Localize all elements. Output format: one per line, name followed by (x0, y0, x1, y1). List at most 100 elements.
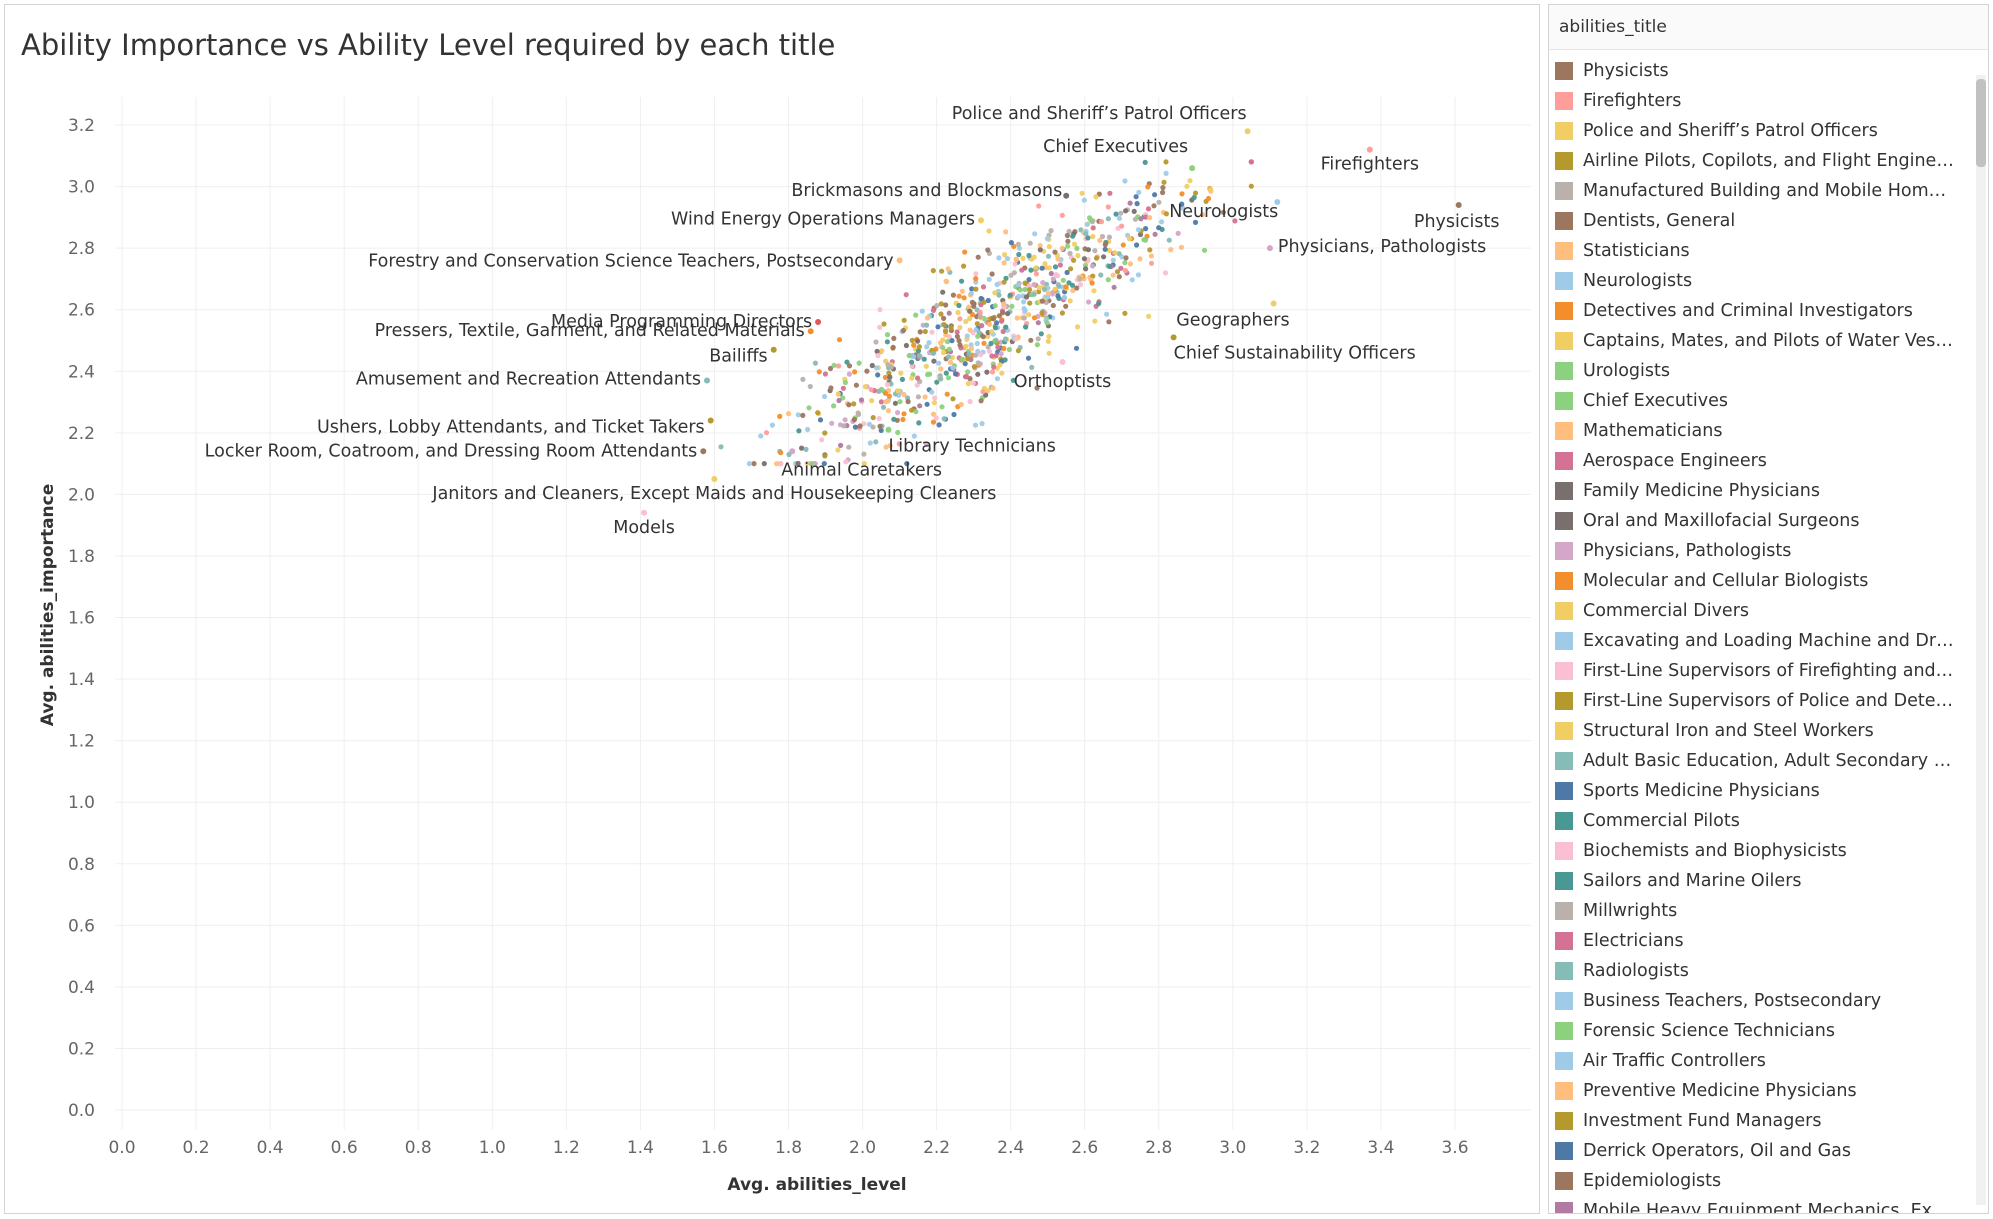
scatter-point[interactable] (800, 412, 806, 418)
legend-item[interactable]: Sailors and Marine Oilers (1549, 866, 1988, 896)
scatter-point[interactable] (786, 411, 792, 417)
scatter-point[interactable] (1013, 256, 1020, 263)
scatter-point[interactable] (993, 337, 999, 343)
scatter-point[interactable] (1110, 257, 1116, 263)
scatter-point[interactable] (961, 295, 967, 301)
scatter-point[interactable] (909, 407, 915, 413)
scatter-point[interactable] (975, 348, 981, 354)
labeled-point[interactable] (1274, 199, 1281, 205)
scatter-point[interactable] (1042, 286, 1048, 292)
scatter-point[interactable] (1145, 184, 1151, 190)
scatter-point[interactable] (1175, 230, 1181, 236)
scatter-point[interactable] (922, 394, 928, 400)
scatter-point[interactable] (975, 254, 981, 260)
scatter-point[interactable] (962, 361, 968, 367)
scatter-point[interactable] (948, 325, 954, 331)
scatter-point[interactable] (956, 293, 962, 299)
scatter-point[interactable] (1156, 199, 1162, 205)
scatter-point[interactable] (929, 389, 935, 395)
scatter-point[interactable] (807, 383, 813, 390)
scatter-point[interactable] (1123, 255, 1129, 261)
scatter-point[interactable] (1010, 377, 1017, 383)
scatter-point[interactable] (751, 461, 757, 467)
labeled-point[interactable] (1063, 192, 1070, 199)
scatter-point[interactable] (1232, 218, 1238, 224)
scatter-point[interactable] (842, 379, 849, 386)
scatter-point[interactable] (1105, 216, 1111, 222)
scatter-point[interactable] (1064, 232, 1070, 239)
scatter-point[interactable] (822, 430, 828, 436)
labeled-point[interactable] (1189, 165, 1196, 172)
scatter-point[interactable] (994, 320, 1000, 326)
labeled-point[interactable] (1455, 202, 1462, 208)
scatter-point[interactable] (866, 421, 873, 427)
scatter-point[interactable] (1096, 301, 1102, 307)
scatter-point[interactable] (919, 308, 925, 314)
scatter-point[interactable] (1090, 233, 1096, 240)
scatter-point[interactable] (851, 401, 857, 407)
scatter-point[interactable] (857, 423, 863, 429)
labeled-point[interactable] (700, 448, 707, 455)
scatter-point[interactable] (1052, 264, 1059, 270)
scatter-point[interactable] (870, 424, 876, 430)
scatter-point[interactable] (911, 342, 917, 348)
scatter-point[interactable] (769, 422, 776, 428)
scatter-point[interactable] (1179, 191, 1185, 197)
legend-item[interactable]: Aerospace Engineers (1549, 446, 1988, 476)
scatter-point[interactable] (930, 350, 937, 356)
scatter-point[interactable] (1201, 247, 1208, 253)
labeled-point[interactable] (789, 448, 796, 455)
scatter-point[interactable] (1035, 336, 1041, 342)
scatter-point[interactable] (946, 310, 952, 316)
scatter-point[interactable] (1248, 183, 1254, 189)
scatter-point[interactable] (1015, 282, 1021, 288)
scatter-point[interactable] (1031, 291, 1037, 297)
scatter-point[interactable] (943, 302, 949, 308)
scatter-point[interactable] (1032, 231, 1038, 237)
scatter-point[interactable] (939, 268, 945, 274)
scatter-point[interactable] (1046, 350, 1052, 356)
scatter-point[interactable] (1006, 346, 1013, 353)
scatter-point[interactable] (800, 376, 806, 382)
scatter-point[interactable] (873, 439, 879, 445)
scatter-point[interactable] (1090, 225, 1096, 231)
scatter-point[interactable] (1028, 267, 1034, 273)
labeled-point[interactable] (1270, 300, 1277, 307)
scatter-point[interactable] (1106, 234, 1112, 240)
scatter-point[interactable] (1112, 250, 1118, 256)
scatter-point[interactable] (1048, 228, 1054, 234)
scatter-point[interactable] (831, 362, 837, 368)
scatter-point[interactable] (1107, 263, 1113, 269)
scatter-point[interactable] (1004, 256, 1011, 262)
legend-item[interactable]: Neurologists (1549, 266, 1988, 296)
scatter-point[interactable] (916, 344, 923, 350)
scatter-point[interactable] (1025, 355, 1032, 361)
labeled-point[interactable] (815, 319, 822, 325)
scatter-point[interactable] (884, 339, 891, 345)
scatter-point[interactable] (905, 399, 911, 405)
scatter-point[interactable] (972, 422, 979, 428)
scatter-point[interactable] (884, 332, 891, 338)
labeled-point[interactable] (770, 346, 777, 353)
scatter-point[interactable] (997, 362, 1003, 368)
scatter-point[interactable] (1011, 243, 1017, 249)
scatter-point[interactable] (1161, 179, 1167, 185)
scatter-point[interactable] (943, 278, 949, 284)
labeled-point[interactable] (896, 257, 903, 264)
scatter-point[interactable] (984, 369, 990, 375)
scatter-point[interactable] (901, 411, 907, 417)
scatter-point[interactable] (882, 374, 889, 380)
scatter-point[interactable] (817, 417, 824, 423)
scatter-point[interactable] (1003, 336, 1009, 342)
scatter-point[interactable] (1031, 315, 1038, 321)
scatter-point[interactable] (1142, 159, 1148, 165)
scatter-point[interactable] (1148, 253, 1154, 259)
scatter-point[interactable] (1105, 204, 1111, 210)
scatter-point[interactable] (1009, 303, 1015, 309)
scatter-point[interactable] (1074, 245, 1080, 251)
scatter-point[interactable] (951, 411, 957, 418)
scatter-point[interactable] (995, 344, 1001, 350)
scatter-point[interactable] (1180, 205, 1186, 211)
scatter-point[interactable] (1160, 189, 1166, 196)
scatter-point[interactable] (1070, 287, 1076, 294)
